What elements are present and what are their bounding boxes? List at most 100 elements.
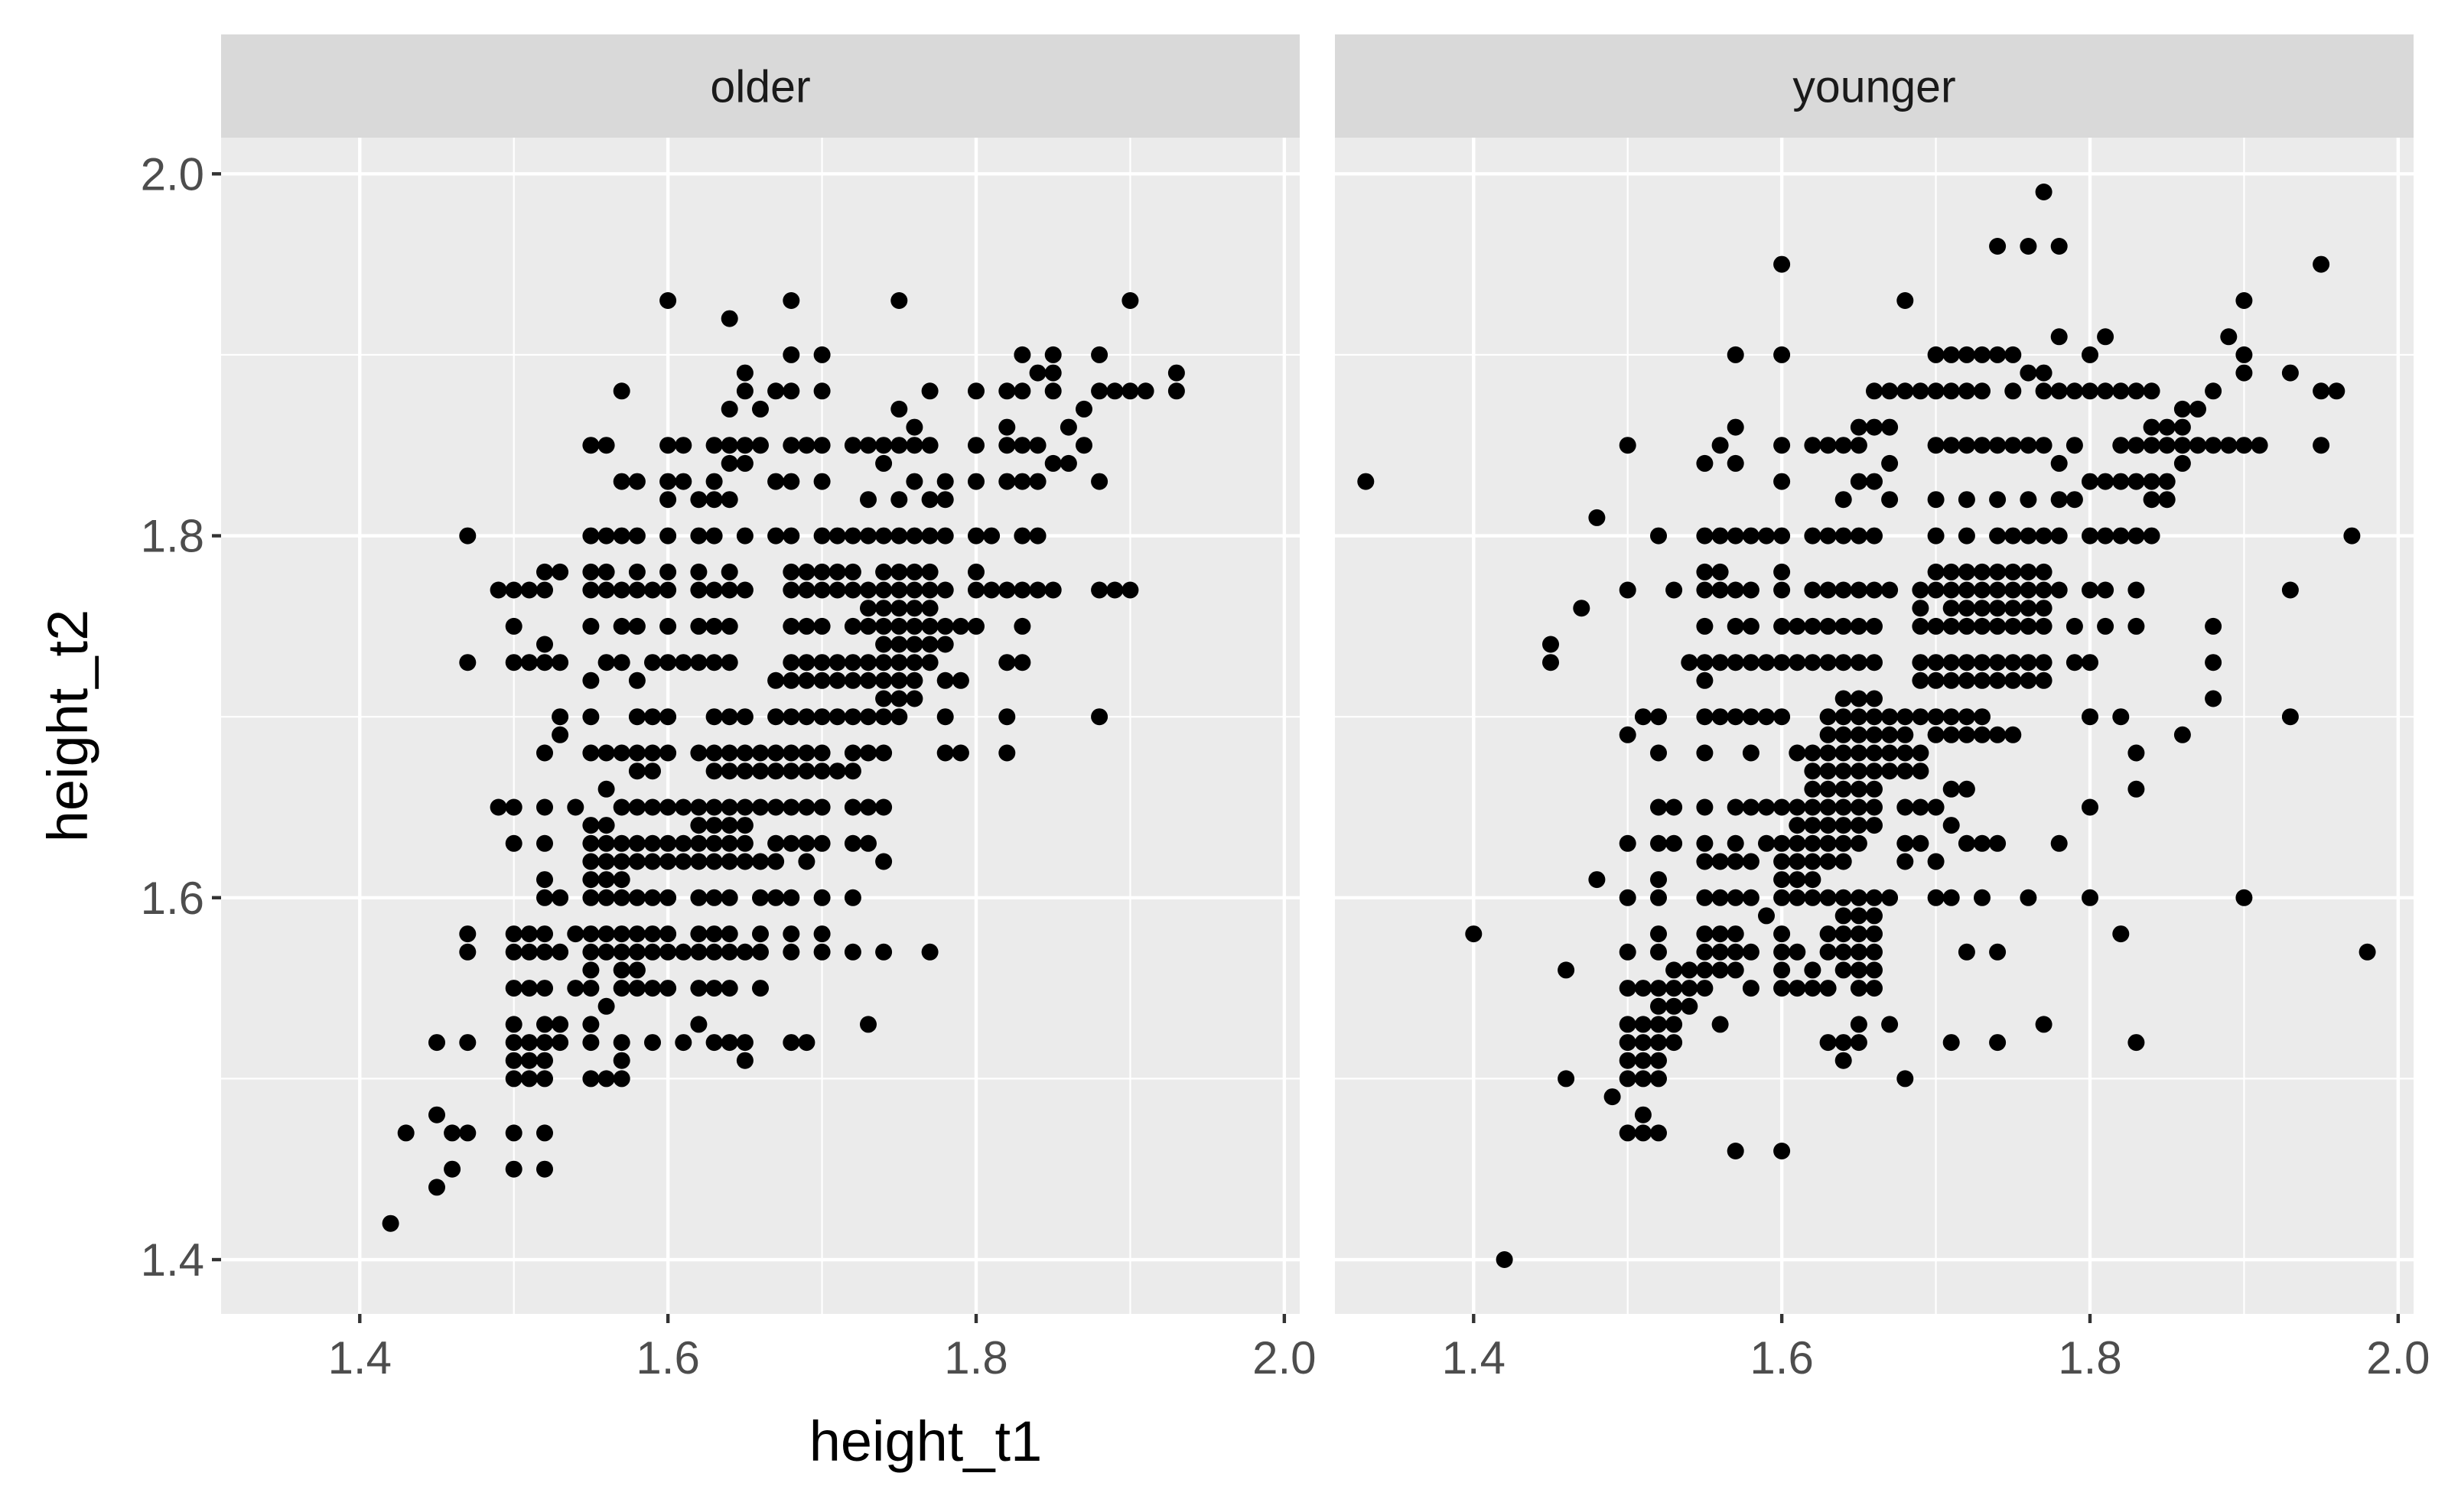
data-point [2035,1016,2052,1033]
data-point [628,925,646,943]
data-point [582,617,600,635]
data-point [1834,907,1852,925]
data-point [644,853,661,870]
data-point [1650,1124,1667,1142]
data-point [428,1106,445,1123]
data-point [1850,617,1867,635]
panel-background [1335,138,2414,1314]
data-point [597,889,615,906]
data-point [906,418,923,436]
data-point [968,581,985,599]
data-point [628,527,646,545]
data-point [1619,980,1636,997]
data-point [736,798,754,816]
data-point [705,617,723,635]
data-point [552,1016,569,1033]
data-point [1742,744,1760,762]
data-point [1044,581,1062,599]
data-point [890,400,908,418]
data-point [628,563,646,580]
data-point [798,853,815,870]
data-point [2020,563,2037,580]
data-point [783,671,800,689]
data-point [1942,581,1960,599]
data-point [1634,1034,1652,1052]
data-point [1989,600,2007,617]
data-point [890,617,908,635]
data-point [1896,382,1914,400]
data-point [1927,708,1945,726]
data-point [1727,834,1744,852]
data-point [2097,617,2114,635]
data-point [952,617,969,635]
data-point [2066,617,2083,635]
data-point [582,871,600,889]
data-point [536,581,553,599]
x-axis-older: 1.4 1.6 1.8 2.0 [328,1314,1317,1384]
data-point [2004,563,2022,580]
data-point [705,925,723,943]
data-point [1850,527,1867,545]
data-point [675,1034,692,1052]
data-point [582,437,600,454]
data-point [721,763,738,780]
data-point [783,527,800,545]
data-point [1634,1070,1652,1088]
data-point [1896,744,1914,762]
data-point [2035,581,2052,599]
data-point [1804,853,1821,870]
data-point [813,925,831,943]
data-point [1773,853,1791,870]
data-point [705,889,723,906]
data-point [1804,437,1821,454]
data-point [813,527,831,545]
data-point [628,581,646,599]
data-point [690,654,708,671]
data-point [1927,726,1945,743]
data-point [597,853,615,870]
data-point [844,617,861,635]
data-point [1773,581,1791,599]
data-point [705,853,723,870]
y-tick-label: 1.8 [141,511,204,562]
data-point [936,617,954,635]
data-point [1942,1034,1960,1052]
panel-background [221,138,1300,1314]
data-point [1866,744,1883,762]
data-point [1619,943,1636,961]
data-point [1881,763,1899,780]
data-point [1989,671,2007,689]
data-point [597,654,615,671]
data-point [1989,726,2007,743]
data-point [597,871,615,889]
data-point [1804,871,1821,889]
data-point [983,581,1001,599]
data-point [505,834,522,852]
data-point [613,382,630,400]
data-point [1665,1034,1683,1052]
data-point [1850,726,1867,743]
data-point [1850,473,1867,490]
data-point [705,943,723,961]
data-point [1989,563,2007,580]
data-point [1634,1124,1652,1142]
data-point [644,708,661,726]
data-point [1711,853,1729,870]
data-point [875,744,893,762]
data-point [1773,708,1791,726]
data-point [844,437,861,454]
data-point [1819,943,1837,961]
data-point [1804,617,1821,635]
data-point [1927,798,1945,816]
data-point [752,798,769,816]
data-point [2205,382,2222,400]
data-point [921,382,939,400]
data-point [1696,454,1714,472]
data-point [1942,780,1960,798]
data-point [1881,889,1899,906]
data-point [705,817,723,834]
data-point [1896,708,1914,726]
data-point [1819,834,1837,852]
data-point [890,636,908,653]
data-point [721,654,738,671]
